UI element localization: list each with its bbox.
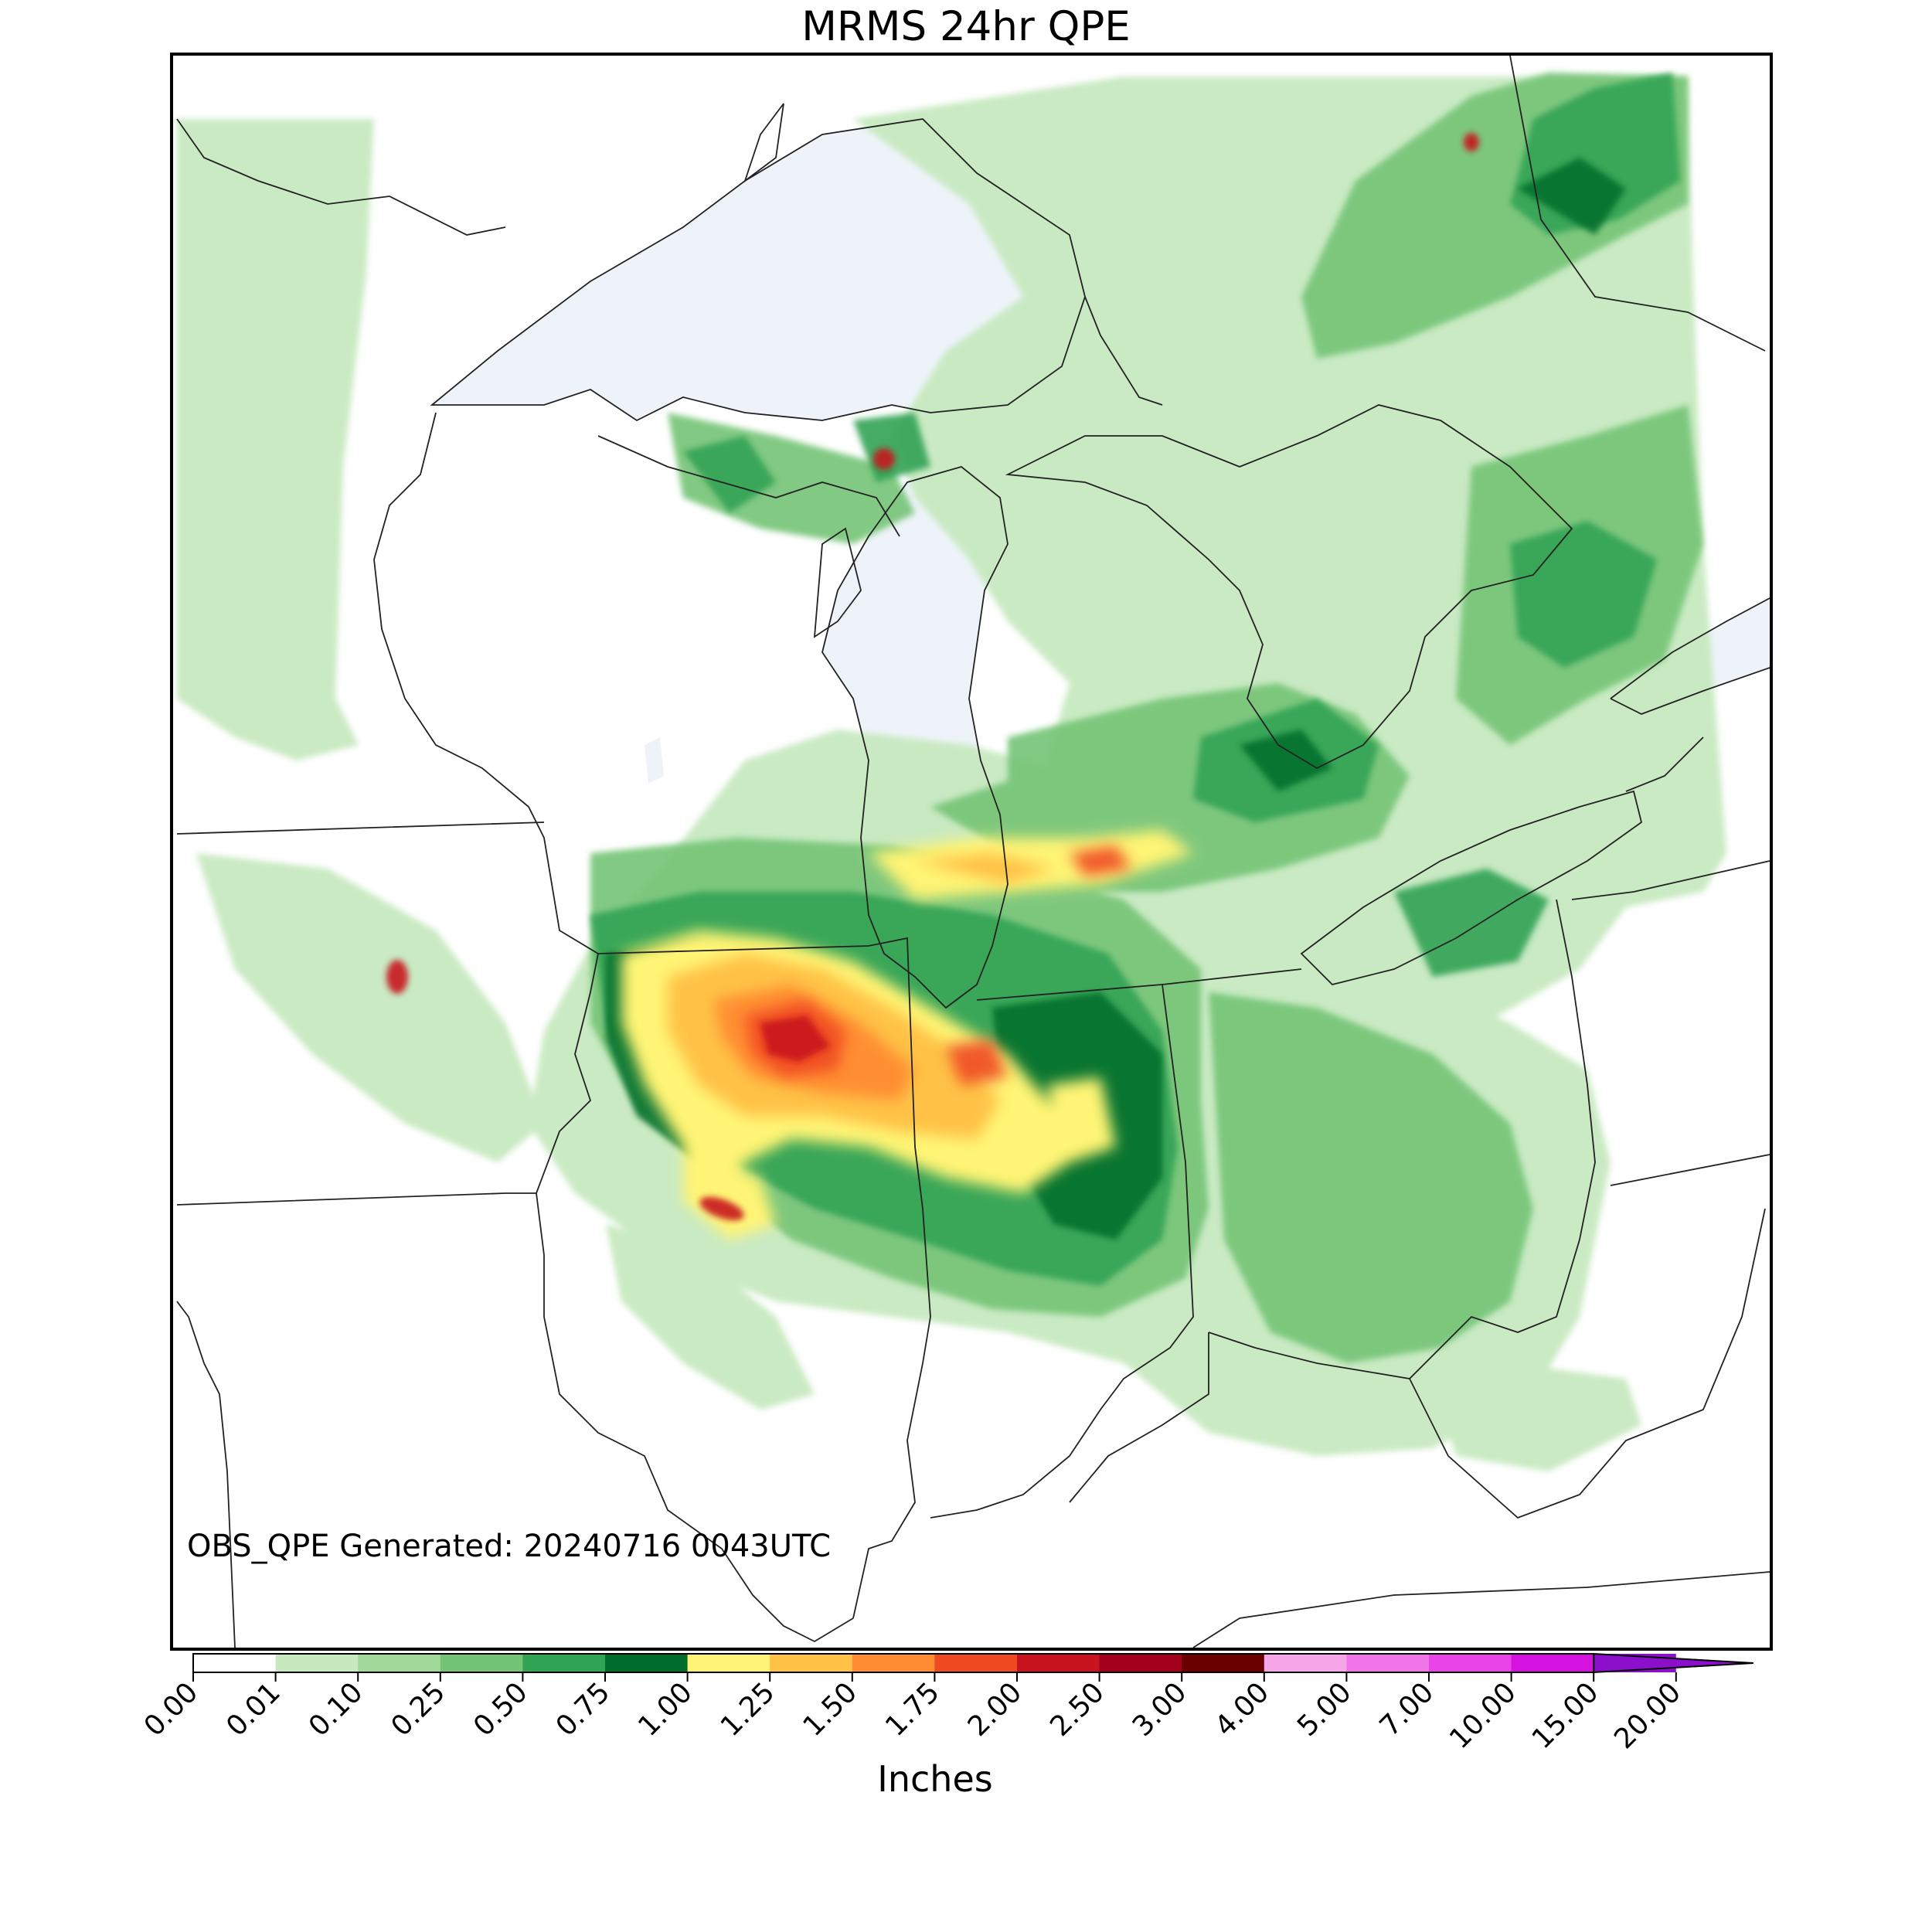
missouri-border <box>176 1301 236 1648</box>
colorbar-tick-label: 0.01 <box>220 1676 287 1743</box>
colorbar-tick-label: 0.25 <box>385 1676 451 1743</box>
colorbar-segment <box>440 1654 523 1672</box>
colorbar-segment <box>193 1654 277 1672</box>
southern-border <box>1192 1571 1770 1648</box>
colorbar-tick-label: 1.25 <box>715 1676 781 1743</box>
illinois-border <box>536 937 931 1643</box>
colorbar-tick-label: 2.50 <box>1044 1676 1111 1743</box>
kentucky-river <box>1069 1208 1766 1519</box>
colorbar-segment <box>275 1654 359 1672</box>
map-panel <box>170 53 1773 1651</box>
colorbar-segment <box>687 1654 770 1672</box>
lake-huron-shore <box>1005 404 1573 770</box>
pennsylvania-newyork-border <box>1571 860 1770 1186</box>
colorbar-tick-label: 20.00 <box>1608 1676 1687 1755</box>
colorbar-tick-label: 0.10 <box>303 1676 369 1743</box>
lake-ontario-shore <box>1610 597 1770 715</box>
lake-superior <box>432 119 1085 420</box>
colorbar-segment <box>1264 1654 1347 1672</box>
colorbar-tick-label: 1.00 <box>632 1676 699 1743</box>
colorbar-segment <box>1182 1654 1265 1672</box>
door-peninsula <box>813 527 862 638</box>
colorbar-segment <box>1017 1654 1100 1672</box>
colorbar-segment <box>770 1654 853 1672</box>
colorbar-tick-label: 1.50 <box>797 1676 863 1743</box>
lake-erie-shore <box>1300 790 1643 985</box>
precip-field <box>177 73 1726 1471</box>
precip-map <box>176 56 1770 1648</box>
colorbar-tick-label: 7.00 <box>1374 1676 1440 1743</box>
generated-timestamp: OBS_QPE Generated: 20240716 0043UTC <box>187 1529 832 1564</box>
colorbar-segment <box>1099 1654 1182 1672</box>
colorbar-tick-label: 2.00 <box>962 1676 1029 1743</box>
colorbar-segment <box>1594 1654 1676 1672</box>
colorbar-segment <box>522 1654 606 1672</box>
colorbar-segment <box>1511 1654 1594 1672</box>
indiana-ohio-border <box>930 984 1194 1519</box>
iowa-border <box>176 821 545 1206</box>
colorbar-tick-label: 4.00 <box>1209 1676 1275 1743</box>
colorbar-tick-label: 5.00 <box>1291 1676 1358 1743</box>
colorbar-tick-label: 0.50 <box>468 1676 534 1743</box>
colorbar-segment <box>1429 1654 1512 1672</box>
michigan-ohio-border <box>1162 968 1302 985</box>
colorbar-outline <box>192 1653 1595 1673</box>
wisconsin-border <box>373 412 599 954</box>
colorbar-tick-label: 1.75 <box>879 1676 946 1743</box>
colorbar-segment <box>934 1654 1018 1672</box>
colorbar-segment <box>358 1654 441 1672</box>
colorbar-tick-label: 3.00 <box>1127 1676 1193 1743</box>
lake-michigan-shore <box>821 466 1009 1009</box>
colorbar-segment <box>1346 1654 1430 1672</box>
ohio-pennsylvania-border <box>1208 899 1596 1379</box>
us-canada-border <box>176 56 1766 792</box>
colorbar-tick-label: 10.00 <box>1444 1676 1522 1755</box>
colorbar-tick-label: 0.75 <box>550 1676 617 1743</box>
colorbar-segment <box>605 1654 689 1672</box>
colorbar-tick-label: 15.00 <box>1526 1676 1605 1755</box>
keweenaw <box>743 103 784 183</box>
lake-superior-shore <box>430 118 1086 422</box>
map-title: MRMS 24hr QPE <box>801 3 1131 50</box>
lake-winnebago <box>645 737 664 784</box>
boundaries <box>176 56 1770 1648</box>
colorbar-extend-arrow <box>1593 1652 1753 1674</box>
wisconsin-michigan-border <box>597 435 900 537</box>
colorbar-tick-label: 0.00 <box>138 1676 205 1743</box>
colorbar-segment <box>852 1654 935 1672</box>
colorbar-label: Inches <box>877 1758 993 1800</box>
